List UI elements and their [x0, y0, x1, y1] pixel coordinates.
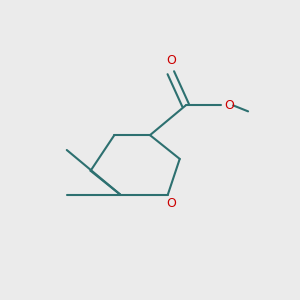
- Text: O: O: [166, 54, 176, 67]
- Text: O: O: [224, 99, 234, 112]
- Text: O: O: [166, 197, 176, 210]
